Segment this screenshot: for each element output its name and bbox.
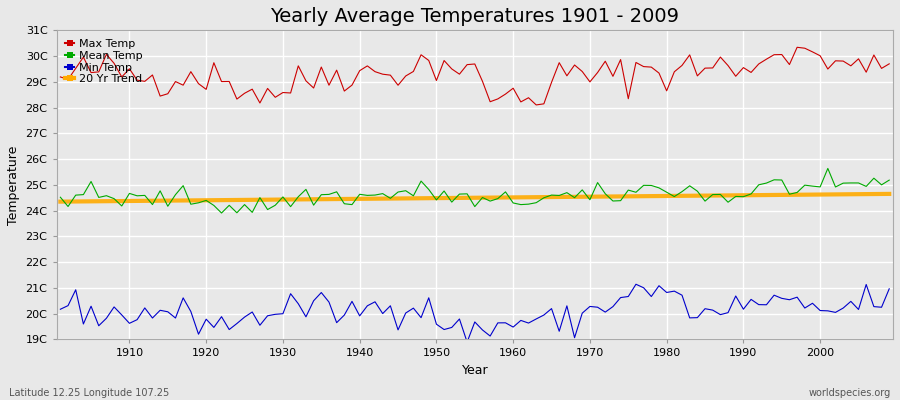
20 Yr Trend <box>55 199 66 204</box>
Min Temp <box>331 320 342 325</box>
Min Temp <box>884 286 895 291</box>
Max Temp <box>792 45 803 50</box>
Min Temp <box>116 312 127 317</box>
Line: Min Temp: Min Temp <box>60 284 889 342</box>
Line: Mean Temp: Mean Temp <box>60 168 889 213</box>
Y-axis label: Temperature: Temperature <box>7 145 20 224</box>
Mean Temp <box>55 195 66 200</box>
Mean Temp <box>292 194 303 199</box>
Legend: Max Temp, Mean Temp, Min Temp, 20 Yr Trend: Max Temp, Mean Temp, Min Temp, 20 Yr Tre… <box>62 36 146 88</box>
Max Temp <box>331 68 342 72</box>
Max Temp <box>884 62 895 66</box>
Text: Latitude 12.25 Longitude 107.25: Latitude 12.25 Longitude 107.25 <box>9 388 169 398</box>
Mean Temp <box>516 202 526 207</box>
Max Temp <box>55 74 66 79</box>
Min Temp <box>516 318 526 323</box>
Max Temp <box>508 86 518 91</box>
Title: Yearly Average Temperatures 1901 - 2009: Yearly Average Temperatures 1901 - 2009 <box>270 7 680 26</box>
20 Yr Trend <box>884 192 895 196</box>
Mean Temp <box>608 198 618 203</box>
Mean Temp <box>884 178 895 182</box>
20 Yr Trend <box>285 197 296 202</box>
20 Yr Trend <box>331 197 342 202</box>
Mean Temp <box>823 166 833 171</box>
Line: 20 Yr Trend: 20 Yr Trend <box>60 194 889 202</box>
Mean Temp <box>116 204 127 208</box>
Line: Max Temp: Max Temp <box>60 47 889 105</box>
Min Temp <box>55 307 66 312</box>
20 Yr Trend <box>500 195 511 200</box>
Min Temp <box>462 340 472 344</box>
Max Temp <box>608 74 618 79</box>
Max Temp <box>116 74 127 79</box>
Min Temp <box>508 325 518 330</box>
Max Temp <box>285 90 296 95</box>
20 Yr Trend <box>116 199 127 204</box>
Mean Temp <box>216 211 227 216</box>
Min Temp <box>631 282 642 287</box>
Mean Temp <box>508 200 518 205</box>
Text: worldspecies.org: worldspecies.org <box>809 388 891 398</box>
Max Temp <box>500 92 511 96</box>
Mean Temp <box>339 201 350 206</box>
X-axis label: Year: Year <box>462 364 488 377</box>
Min Temp <box>608 304 618 309</box>
Max Temp <box>531 102 542 107</box>
20 Yr Trend <box>600 194 611 199</box>
Min Temp <box>285 291 296 296</box>
20 Yr Trend <box>508 195 518 200</box>
